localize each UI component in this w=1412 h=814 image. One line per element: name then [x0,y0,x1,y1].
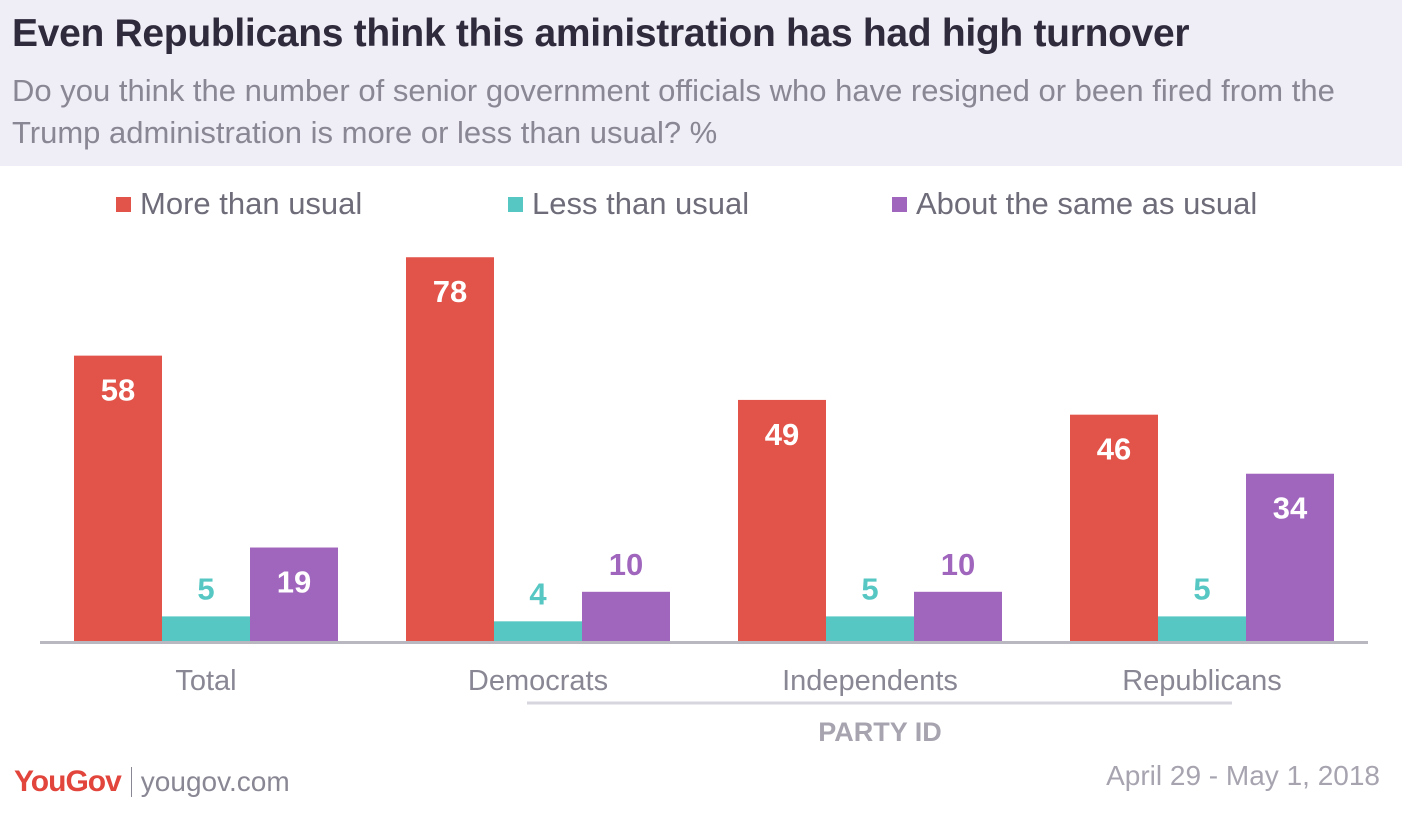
bar-more-democrats [406,257,494,641]
bar-more-total [74,355,162,641]
legend-swatch-more [116,196,131,212]
data-label-same-total: 19 [277,565,311,600]
brand-you: You [14,765,66,798]
data-label-less-independents: 5 [861,571,878,606]
group-label-party-id: PARTY ID [818,717,942,747]
bar-less-democrats [494,621,582,641]
data-label-less-democrats: 4 [529,576,547,611]
brand-logo: YouGov [14,765,122,799]
yougov-logo: YouGov yougov.com [14,762,290,802]
bar-less-republicans [1158,616,1246,641]
category-label-independents: Independents [782,665,958,697]
bar-less-independents [826,616,914,641]
data-label-more-democrats: 78 [433,274,467,309]
bar-less-total [162,616,250,641]
legend-item-same: About the same as usual [892,184,1257,224]
data-label-same-independents: 10 [941,547,975,582]
category-label-republicans: Republicans [1122,665,1282,697]
site-url: yougov.com [140,766,290,797]
brand-gov: Gov [65,765,121,798]
legend-item-more: More than usual [116,184,362,224]
legend-label-same: About the same as usual [916,186,1258,221]
category-label-democrats: Democrats [468,665,608,697]
legend-label-more: More than usual [140,186,363,221]
bar-same-republicans [1246,473,1334,641]
bar-same-democrats [582,591,670,641]
legend-item-less: Less than usual [508,184,749,224]
bar-same-total [250,547,338,641]
bar-more-independents [738,399,826,641]
legend-swatch-less [508,196,523,212]
data-label-same-republicans: 34 [1273,491,1308,526]
category-label-total: Total [175,665,236,697]
data-label-same-democrats: 10 [609,547,643,582]
data-label-less-total: 5 [197,571,214,606]
chart-title: Even Republicans think this aministratio… [12,12,1190,55]
legend-label-less: Less than usual [532,186,750,221]
data-label-more-total: 58 [101,373,135,408]
data-label-more-republicans: 46 [1097,432,1131,467]
legend: More than usual Less than usual About th… [0,184,1402,224]
brand-divider [130,767,132,797]
chart-subtitle: Do you think the number of senior govern… [12,73,1335,150]
survey-date: April 29 - May 1, 2018 [1106,760,1380,791]
data-label-more-independents: 49 [765,417,799,452]
header-band: Even Republicans think this aministratio… [0,0,1402,166]
legend-swatch-same [892,196,907,212]
bar-more-republicans [1070,414,1158,641]
bar-same-independents [914,591,1002,641]
data-label-less-republicans: 5 [1193,571,1210,606]
